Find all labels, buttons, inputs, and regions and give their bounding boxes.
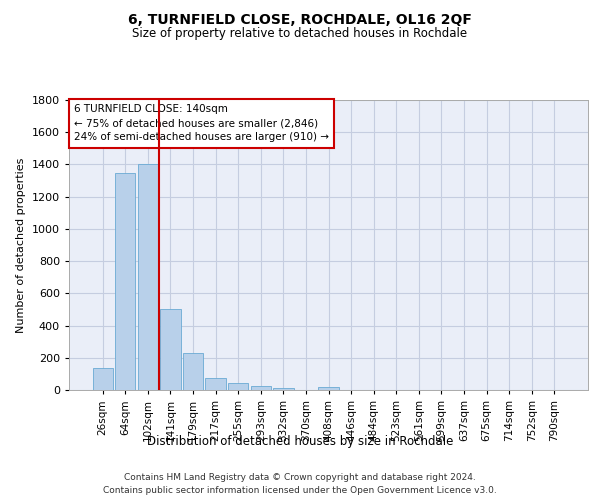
Y-axis label: Number of detached properties: Number of detached properties <box>16 158 26 332</box>
Text: Contains public sector information licensed under the Open Government Licence v3: Contains public sector information licen… <box>103 486 497 495</box>
Bar <box>251 386 271 390</box>
Text: 6 TURNFIELD CLOSE: 140sqm
← 75% of detached houses are smaller (2,846)
24% of se: 6 TURNFIELD CLOSE: 140sqm ← 75% of detac… <box>74 104 329 142</box>
Bar <box>228 383 248 390</box>
Bar <box>115 172 136 390</box>
Bar <box>138 164 158 390</box>
Text: 6, TURNFIELD CLOSE, ROCHDALE, OL16 2QF: 6, TURNFIELD CLOSE, ROCHDALE, OL16 2QF <box>128 12 472 26</box>
Bar <box>183 353 203 390</box>
Bar <box>319 387 338 390</box>
Bar <box>92 368 113 390</box>
Text: Contains HM Land Registry data © Crown copyright and database right 2024.: Contains HM Land Registry data © Crown c… <box>124 472 476 482</box>
Text: Distribution of detached houses by size in Rochdale: Distribution of detached houses by size … <box>147 435 453 448</box>
Bar <box>160 310 181 390</box>
Text: Size of property relative to detached houses in Rochdale: Size of property relative to detached ho… <box>133 28 467 40</box>
Bar <box>273 388 293 390</box>
Bar <box>205 378 226 390</box>
